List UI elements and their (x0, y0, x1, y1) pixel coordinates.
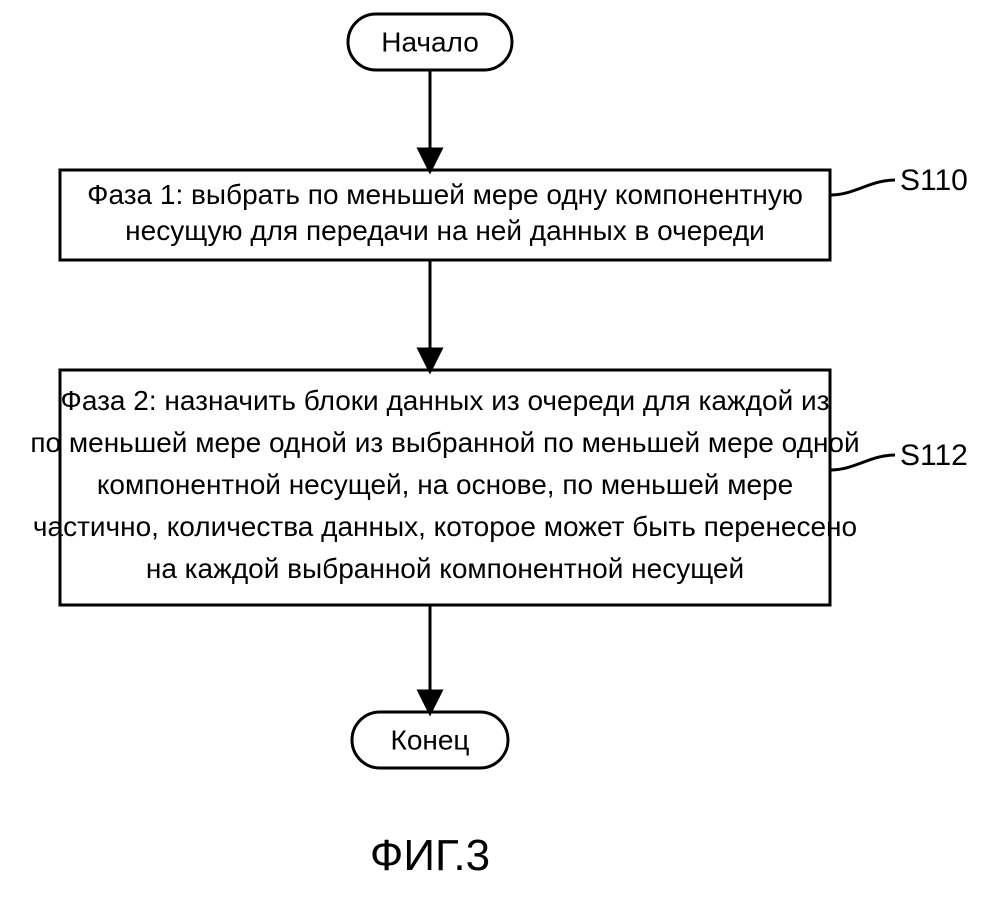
svg-text:частично, количества данных, к: частично, количества данных, которое мож… (33, 511, 857, 542)
start-node: Начало (348, 14, 512, 70)
label-s110: S110 (900, 164, 968, 197)
figure-caption: ФИГ.3 (370, 831, 490, 880)
svg-text:на каждой выбранной компонентн: на каждой выбранной компонентной несущей (146, 553, 744, 584)
svg-text:Конец: Конец (391, 724, 470, 755)
leader-s110 (830, 180, 895, 195)
step2-node: Фаза 2: назначить блоки данных из очеред… (30, 370, 859, 605)
svg-text:по меньшей мере одной из выбра: по меньшей мере одной из выбранной по ме… (30, 427, 859, 458)
end-node: Конец (352, 712, 508, 768)
svg-text:Фаза 1: выбрать по меньшей мер: Фаза 1: выбрать по меньшей мере одну ком… (87, 179, 803, 210)
svg-text:несущую для передачи на ней да: несущую для передачи на ней данных в оче… (125, 215, 765, 246)
svg-text:компонентной несущей, на основ: компонентной несущей, на основе, по мень… (97, 469, 793, 500)
label-s112: S112 (900, 439, 968, 472)
svg-text:Фаза 2: назначить блоки данных: Фаза 2: назначить блоки данных из очеред… (61, 385, 830, 416)
step1-node: Фаза 1: выбрать по меньшей мере одну ком… (60, 170, 830, 260)
svg-text:Начало: Начало (381, 26, 479, 57)
flowchart-canvas: Начало Фаза 1: выбрать по меньшей мере о… (0, 0, 1000, 915)
